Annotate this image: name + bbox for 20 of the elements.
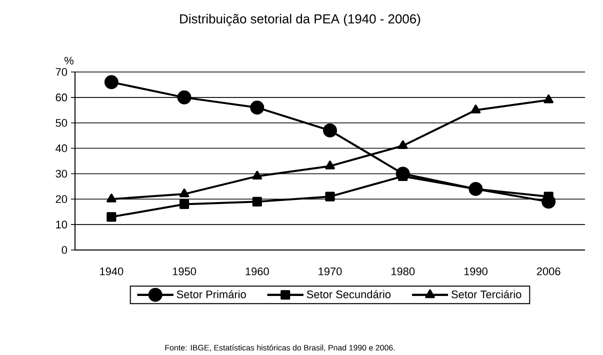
x-tick-label: 1940 xyxy=(100,268,124,276)
y-tick-label: 20 xyxy=(56,195,68,204)
y-axis-title: % xyxy=(64,56,74,64)
legend-label: Setor Terciário xyxy=(452,290,522,298)
chart-title: Distribuição setorial da PEA (1940 - 2006) xyxy=(180,14,420,26)
legend-label: Setor Secundário xyxy=(306,290,391,298)
y-tick-label: 60 xyxy=(56,94,68,102)
legend-label: Setor Primário xyxy=(176,290,246,298)
y-tick-label: 40 xyxy=(56,144,68,152)
y-tick-label: 50 xyxy=(56,118,68,127)
y-tick-label: 30 xyxy=(56,170,68,178)
x-tick-label: 2006 xyxy=(536,268,560,276)
x-tick-label: 1990 xyxy=(464,268,488,276)
y-tick-label: 10 xyxy=(56,220,68,228)
x-tick-label: 1950 xyxy=(172,268,196,276)
x-tick-label: 1980 xyxy=(392,268,415,276)
x-tick-label: 1970 xyxy=(318,268,342,276)
y-tick-label: 0 xyxy=(62,246,68,254)
x-tick-label: 1960 xyxy=(246,268,269,276)
y-tick-label: 70 xyxy=(56,68,68,76)
